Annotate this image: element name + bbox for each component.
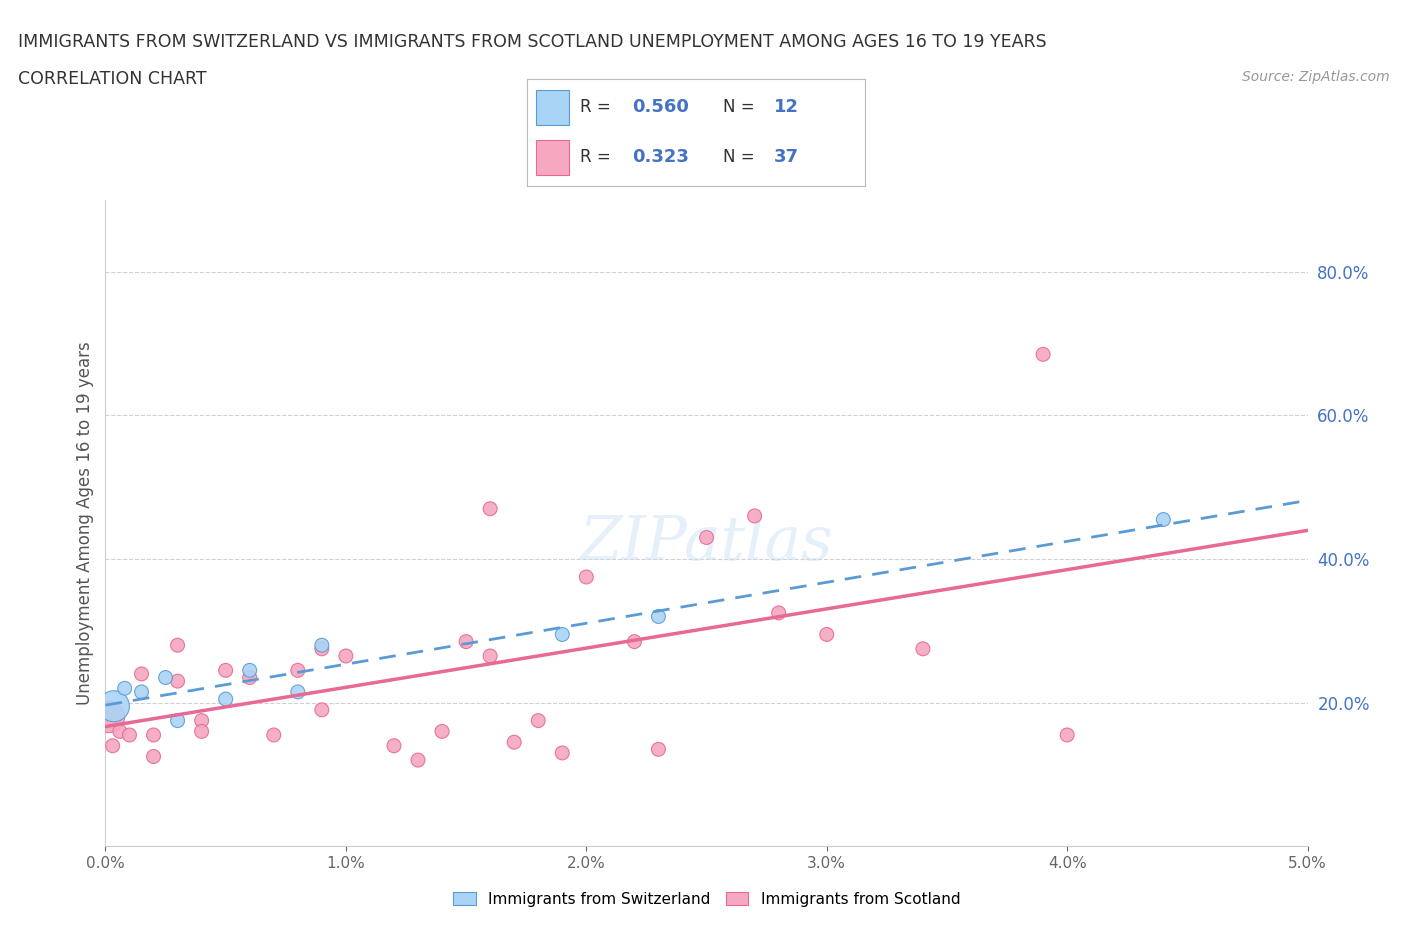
Point bbox=[103, 698, 125, 713]
Text: CORRELATION CHART: CORRELATION CHART bbox=[18, 70, 207, 87]
Point bbox=[335, 648, 357, 663]
Point bbox=[263, 727, 285, 742]
Text: N =: N = bbox=[723, 98, 759, 116]
Point bbox=[647, 609, 669, 624]
Text: Source: ZipAtlas.com: Source: ZipAtlas.com bbox=[1241, 70, 1389, 84]
Point bbox=[430, 724, 453, 738]
Point bbox=[214, 663, 236, 678]
Point bbox=[142, 749, 165, 764]
Point bbox=[131, 667, 153, 682]
Point bbox=[190, 724, 212, 738]
Point bbox=[551, 746, 574, 761]
Point bbox=[382, 738, 405, 753]
Point bbox=[287, 663, 309, 678]
Point bbox=[190, 713, 212, 728]
Point bbox=[287, 684, 309, 699]
Text: 37: 37 bbox=[773, 148, 799, 166]
Point bbox=[166, 713, 188, 728]
Point bbox=[166, 673, 188, 688]
FancyBboxPatch shape bbox=[536, 90, 569, 125]
Text: IMMIGRANTS FROM SWITZERLAND VS IMMIGRANTS FROM SCOTLAND UNEMPLOYMENT AMONG AGES : IMMIGRANTS FROM SWITZERLAND VS IMMIGRANT… bbox=[18, 33, 1047, 50]
Point bbox=[214, 692, 236, 707]
Point bbox=[1152, 512, 1174, 527]
Point bbox=[311, 702, 333, 717]
Point bbox=[696, 530, 718, 545]
Point bbox=[551, 627, 574, 642]
Point bbox=[166, 638, 188, 653]
Point bbox=[623, 634, 645, 649]
Point bbox=[108, 724, 131, 738]
Text: R =: R = bbox=[579, 148, 616, 166]
Point bbox=[768, 605, 790, 620]
Point bbox=[1056, 727, 1078, 742]
Text: 12: 12 bbox=[773, 98, 799, 116]
Text: 0.323: 0.323 bbox=[631, 148, 689, 166]
Point bbox=[454, 634, 477, 649]
Point bbox=[744, 509, 766, 524]
Y-axis label: Unemployment Among Ages 16 to 19 years: Unemployment Among Ages 16 to 19 years bbox=[76, 341, 94, 705]
Text: ZIPatlas: ZIPatlas bbox=[579, 512, 834, 573]
Point bbox=[118, 727, 141, 742]
Point bbox=[575, 569, 598, 584]
Point bbox=[479, 648, 502, 663]
Legend: Immigrants from Switzerland, Immigrants from Scotland: Immigrants from Switzerland, Immigrants … bbox=[447, 885, 966, 913]
Point bbox=[1032, 347, 1054, 362]
Point bbox=[98, 710, 121, 724]
Point bbox=[311, 642, 333, 657]
Point bbox=[911, 642, 934, 657]
Text: N =: N = bbox=[723, 148, 759, 166]
FancyBboxPatch shape bbox=[536, 140, 569, 175]
Point bbox=[311, 638, 333, 653]
Point bbox=[479, 501, 502, 516]
Point bbox=[527, 713, 550, 728]
Point bbox=[239, 671, 262, 685]
Point bbox=[142, 727, 165, 742]
Point bbox=[114, 681, 136, 696]
Text: R =: R = bbox=[579, 98, 616, 116]
Point bbox=[239, 663, 262, 678]
Point bbox=[101, 738, 124, 753]
Point bbox=[647, 742, 669, 757]
Point bbox=[503, 735, 526, 750]
Text: 0.560: 0.560 bbox=[631, 98, 689, 116]
Point bbox=[815, 627, 838, 642]
Point bbox=[155, 671, 177, 685]
Point bbox=[406, 752, 429, 767]
Point bbox=[131, 684, 153, 699]
